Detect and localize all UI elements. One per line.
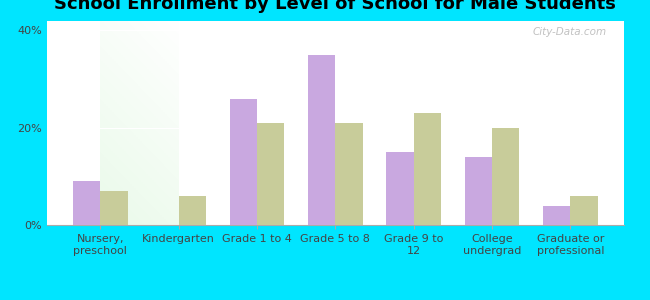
Bar [179,196,206,225]
Bar [543,206,570,225]
Title: School Enrollment by Level of School for Male Students: School Enrollment by Level of School for… [55,0,616,14]
Bar [570,196,598,225]
Bar [100,191,128,225]
Bar [386,152,413,225]
Bar [413,113,441,225]
Bar [257,123,285,225]
Bar [492,128,519,225]
Bar [229,98,257,225]
Bar [73,182,100,225]
Text: City-Data.com: City-Data.com [532,27,606,37]
Bar [308,55,335,225]
Bar [335,123,363,225]
Bar [465,157,492,225]
